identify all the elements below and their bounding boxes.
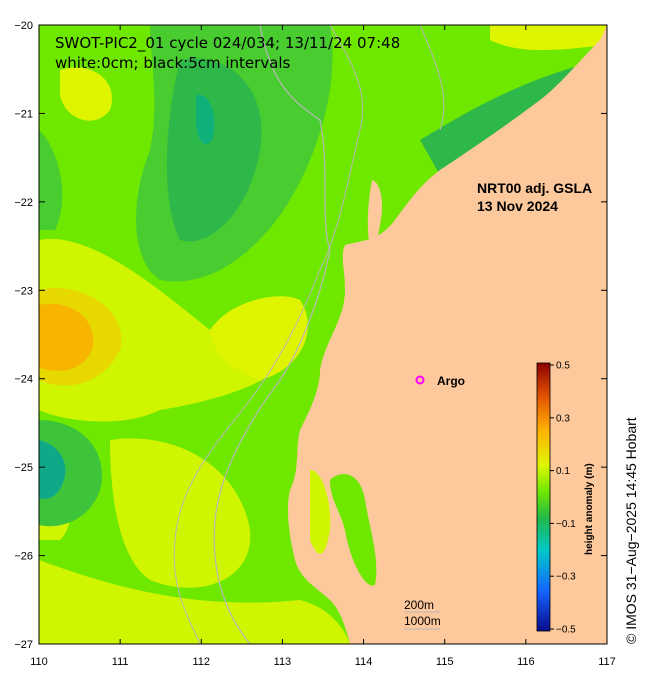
x-tick-label: 110 xyxy=(30,656,48,668)
x-tick-label: 113 xyxy=(274,656,292,668)
y-tick-label: −23 xyxy=(14,285,33,297)
scale-1000m: 1000m xyxy=(404,614,441,628)
sla-high-north xyxy=(60,67,112,121)
sla-low-west xyxy=(39,420,102,527)
x-tick-label: 112 xyxy=(193,656,211,668)
colorbar-tick-label: 0.1 xyxy=(556,466,570,477)
y-tick-label: −21 xyxy=(14,108,33,120)
header-subtitle: white:0cm; black:5cm intervals xyxy=(55,54,291,72)
x-tick-label: 115 xyxy=(436,656,454,668)
colorbar-tick-label: −0.3 xyxy=(556,572,576,583)
y-tick-label: −24 xyxy=(14,374,33,386)
x-axis: 110 111 112 113 114 115 116 117 xyxy=(30,25,616,668)
x-tick-label: 111 xyxy=(112,656,129,668)
y-tick-label: −25 xyxy=(14,462,33,474)
y-tick-label: −26 xyxy=(14,551,33,563)
y-tick-label: −27 xyxy=(14,639,33,651)
sla-peak xyxy=(39,303,94,371)
header-title: SWOT-PIC2_01 cycle 024/034; 13/11/24 07:… xyxy=(55,34,400,53)
colorbar-title: height anomaly (m) xyxy=(584,463,595,555)
scale-200m: 200m xyxy=(404,598,434,612)
y-tick-label: −20 xyxy=(14,20,33,32)
sla-field xyxy=(39,25,607,644)
colorbar-tick-label: 0.5 xyxy=(556,361,570,372)
colorbar-tick-label: −0.1 xyxy=(556,519,576,530)
product-date: 13 Nov 2024 xyxy=(477,198,558,214)
colorbar-tick-label: −0.5 xyxy=(556,625,576,636)
x-tick-label: 114 xyxy=(355,656,373,668)
credit-text: © IMOS 31−Aug−2025 14:45 Hobart xyxy=(623,417,639,644)
argo-marker-icon[interactable] xyxy=(415,375,425,385)
x-tick-label: 117 xyxy=(598,656,616,668)
colorbar xyxy=(536,362,551,632)
bathy-1000m xyxy=(213,25,331,644)
y-axis: −20 −21 −22 −23 −24 −25 −26 −27 xyxy=(14,20,607,651)
plot-frame xyxy=(38,24,608,645)
colorbar-ticks: 0.5 0.3 0.1 −0.1 −0.3 −0.5 xyxy=(550,361,576,636)
argo-label: Argo xyxy=(437,374,465,388)
colorbar-tick-label: 0.3 xyxy=(556,413,570,424)
product-label: NRT00 adj. GSLA xyxy=(477,180,592,196)
x-tick-label: 116 xyxy=(517,656,535,668)
sla-high-west xyxy=(39,238,300,422)
land-mass xyxy=(287,25,607,644)
y-tick-label: −22 xyxy=(14,197,33,209)
